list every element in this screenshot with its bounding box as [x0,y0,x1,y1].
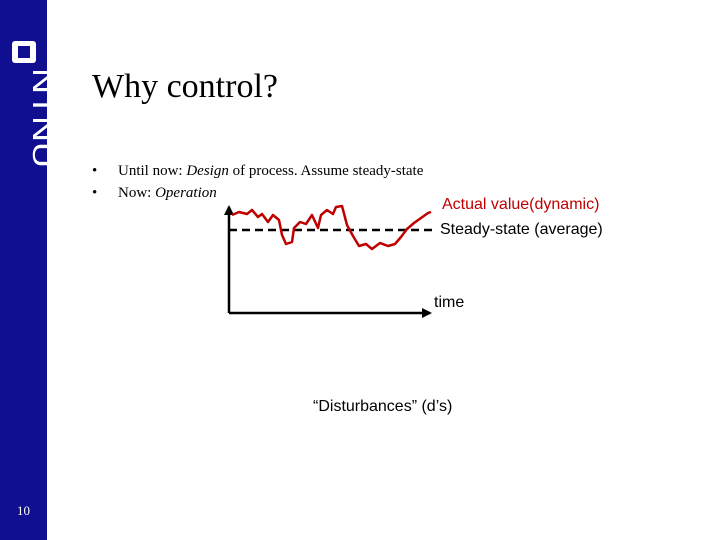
svg-text:NTNU: NTNU [26,68,47,168]
bullet-item: • Now: Operation [92,182,423,204]
bullet-text: of process. Assume steady-state [228,163,424,179]
bullet-marker: • [92,185,98,201]
actual-value-curve [231,204,432,251]
time-axis-label: time [434,294,465,311]
bullet-text-emphasis: Operation [155,185,217,201]
bullet-text: Until now: [118,163,187,179]
bullet-marker: • [92,163,98,179]
steady-state-label: Steady-state (average) [440,221,603,238]
bullet-text-emphasis: Design [186,163,229,179]
disturbances-label: “Disturbances” (d’s) [313,398,453,415]
sidebar: NTNU 10 [0,0,47,540]
bullet-text: Now: [118,185,156,201]
actual-value-label: Actual value(dynamic) [442,196,600,213]
bullet-item: • Until now: Design of process. Assume st… [92,160,423,182]
bullet-list: • Until now: Design of process. Assume st… [92,160,423,204]
slide-title: Why control? [92,68,278,105]
ntnu-logo: NTNU [12,41,47,168]
page-number: 10 [17,503,30,518]
